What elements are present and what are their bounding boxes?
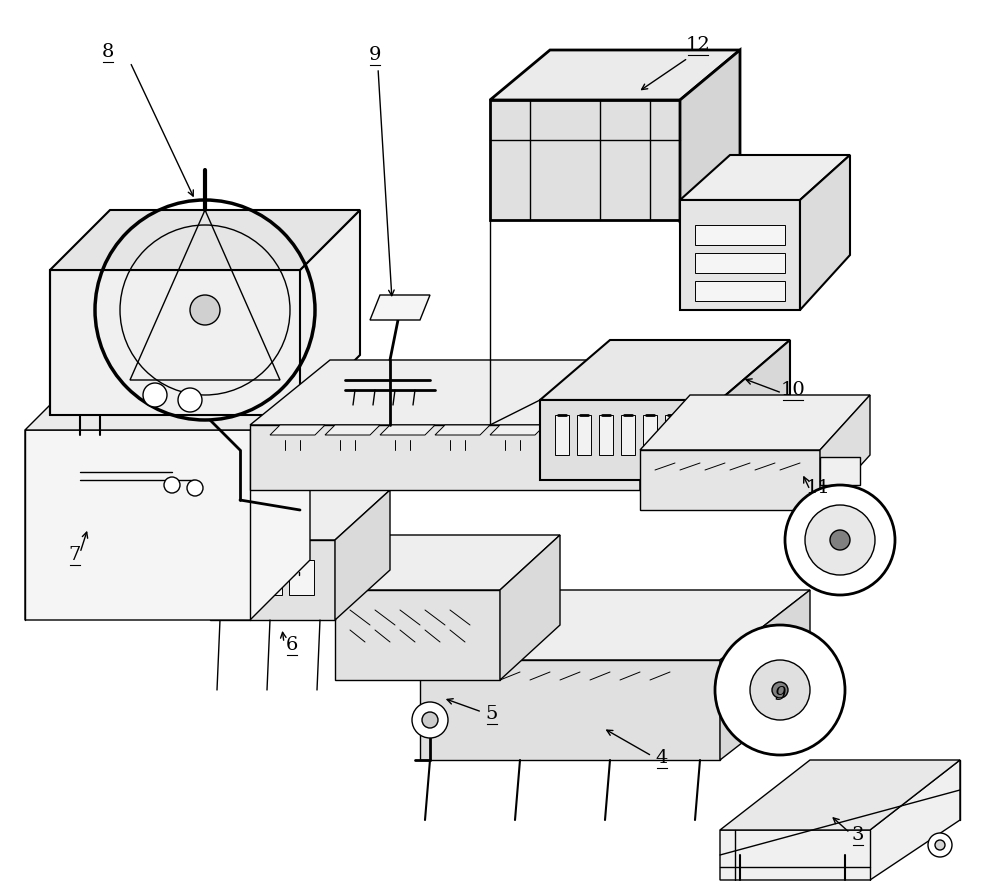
Circle shape	[190, 295, 220, 325]
Bar	[665, 415, 679, 455]
Polygon shape	[500, 535, 560, 680]
Polygon shape	[250, 425, 640, 490]
Bar	[621, 415, 635, 455]
Polygon shape	[435, 425, 490, 435]
Circle shape	[805, 505, 875, 575]
Polygon shape	[50, 210, 360, 415]
Bar	[695, 253, 785, 273]
Bar	[225, 560, 250, 595]
Text: 4: 4	[656, 749, 668, 767]
Polygon shape	[720, 760, 960, 830]
Circle shape	[178, 388, 202, 412]
Polygon shape	[420, 660, 720, 760]
Circle shape	[143, 383, 167, 407]
Polygon shape	[335, 535, 560, 590]
Bar	[599, 415, 613, 455]
Bar	[555, 415, 569, 455]
Polygon shape	[490, 425, 545, 435]
Polygon shape	[720, 760, 960, 880]
Circle shape	[935, 840, 945, 850]
Circle shape	[412, 702, 448, 738]
Circle shape	[187, 480, 203, 496]
Polygon shape	[640, 450, 820, 510]
Bar	[687, 415, 701, 455]
Text: 3: 3	[852, 826, 864, 844]
Bar	[695, 281, 785, 301]
Polygon shape	[335, 490, 390, 620]
Circle shape	[164, 477, 180, 493]
Polygon shape	[380, 425, 435, 435]
Circle shape	[772, 682, 788, 698]
Circle shape	[830, 530, 850, 550]
Polygon shape	[210, 490, 390, 540]
Text: 7: 7	[69, 546, 81, 564]
Bar	[257, 560, 282, 595]
Polygon shape	[25, 370, 310, 430]
Polygon shape	[250, 360, 720, 425]
Polygon shape	[720, 340, 790, 480]
Text: 6: 6	[286, 636, 298, 654]
Polygon shape	[800, 155, 850, 310]
Text: 8: 8	[102, 43, 114, 61]
Bar	[289, 560, 314, 595]
Polygon shape	[25, 370, 310, 620]
Polygon shape	[540, 400, 720, 480]
Polygon shape	[540, 340, 790, 400]
Polygon shape	[640, 395, 870, 450]
Polygon shape	[680, 155, 850, 200]
Polygon shape	[490, 50, 740, 100]
Bar	[577, 415, 591, 455]
Circle shape	[928, 833, 952, 857]
Polygon shape	[270, 425, 325, 435]
Polygon shape	[50, 210, 360, 270]
Bar	[820, 457, 860, 485]
Bar	[643, 415, 657, 455]
Polygon shape	[335, 590, 500, 680]
Polygon shape	[490, 100, 680, 220]
Text: 10: 10	[781, 381, 805, 399]
Circle shape	[785, 485, 895, 595]
Text: 9: 9	[369, 46, 381, 64]
Polygon shape	[680, 200, 800, 310]
Circle shape	[422, 712, 438, 728]
Polygon shape	[820, 395, 870, 510]
Text: 12: 12	[686, 36, 710, 54]
Polygon shape	[720, 590, 810, 760]
Circle shape	[750, 660, 810, 720]
Circle shape	[715, 625, 845, 755]
Polygon shape	[210, 540, 335, 620]
Bar	[695, 225, 785, 245]
Text: 5: 5	[486, 705, 498, 723]
Polygon shape	[420, 590, 810, 660]
Text: 11: 11	[806, 479, 830, 497]
Polygon shape	[370, 295, 430, 320]
Polygon shape	[680, 50, 740, 220]
Polygon shape	[325, 425, 380, 435]
Polygon shape	[640, 360, 720, 490]
Text: 9: 9	[774, 686, 786, 704]
